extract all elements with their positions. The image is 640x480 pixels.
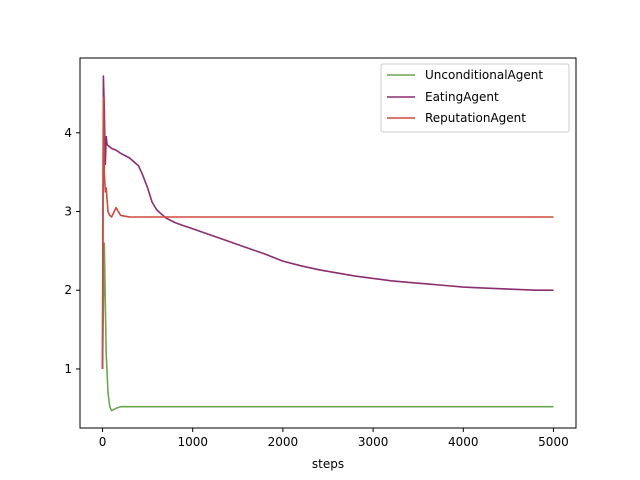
x-axis-label: steps: [312, 457, 344, 471]
legend-label-unconditionalagent: UnconditionalAgent: [425, 68, 543, 82]
x-tick-label: 1000: [177, 435, 208, 449]
x-tick-label: 3000: [358, 435, 389, 449]
x-tick-label: 0: [99, 435, 107, 449]
legend-label-reputationagent: ReputationAgent: [425, 111, 526, 125]
y-tick-label: 3: [64, 205, 72, 219]
x-axis-ticks: 0 1000 2000 3000 4000 5000: [99, 428, 569, 449]
y-axis-ticks: 1 2 3 4: [64, 126, 80, 376]
x-tick-label: 4000: [448, 435, 479, 449]
legend-label-eatingagent: EatingAgent: [425, 90, 499, 104]
series-line-unconditionalagent: [101, 242, 554, 412]
series-line-eatingagent: [101, 75, 554, 370]
x-tick-label: 5000: [538, 435, 569, 449]
legend-box: [380, 63, 570, 133]
x-tick-label: 2000: [268, 435, 299, 449]
legend: UnconditionalAgent EatingAgent Reputatio…: [380, 63, 570, 133]
y-tick-label: 1: [64, 362, 72, 376]
series-line-reputationagent: [101, 96, 554, 370]
series-lines: [101, 75, 554, 412]
y-tick-label: 2: [64, 283, 72, 297]
plot-frame: [79, 57, 577, 429]
y-tick-label: 4: [64, 126, 72, 140]
